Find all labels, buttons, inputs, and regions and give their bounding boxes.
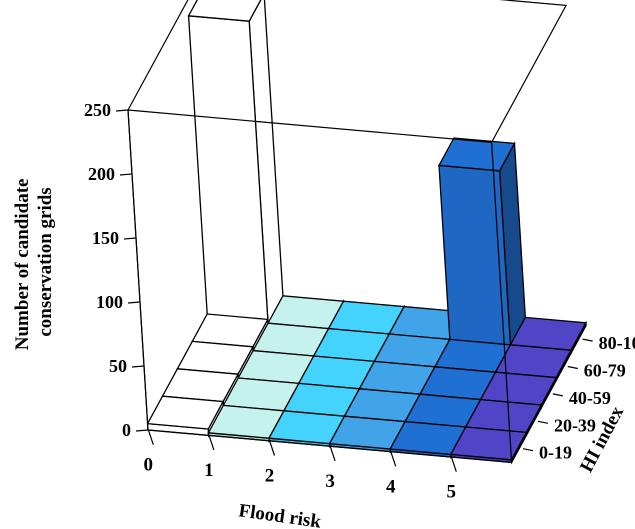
y-tick-mark xyxy=(128,302,140,303)
z-tick-label: 40-59 xyxy=(569,388,611,408)
z-axis-label: HI index xyxy=(576,403,628,476)
y-tick-label: 250 xyxy=(84,100,111,120)
x-tick-label: 0 xyxy=(144,455,154,476)
z-tick-mark xyxy=(553,394,563,396)
y-tick-mark xyxy=(136,430,148,431)
bar-front-face xyxy=(439,165,511,347)
x-tick-label: 3 xyxy=(325,471,335,492)
x-tick-label: 5 xyxy=(447,482,457,503)
x-axis-label: Flood risk xyxy=(237,500,322,529)
z-tick-mark xyxy=(583,339,593,341)
x-tick-mark xyxy=(209,435,214,450)
y-tick-label: 0 xyxy=(122,420,131,440)
y-axis-label-line-1: Number of candidate xyxy=(12,179,33,351)
x-tick-label: 1 xyxy=(204,460,214,481)
y-tick-mark xyxy=(132,366,144,367)
z-tick-label: 20-39 xyxy=(554,415,596,435)
x-tick-mark xyxy=(330,446,335,461)
x-tick-label: 2 xyxy=(265,466,275,487)
y-tick-label: 100 xyxy=(96,292,123,312)
x-tick-label: 4 xyxy=(386,476,396,497)
y-tick-mark xyxy=(120,174,132,175)
z-tick-label: 80-100 xyxy=(599,333,635,353)
z-tick-mark xyxy=(568,367,578,369)
x-tick-mark xyxy=(391,451,396,466)
y-tick-mark xyxy=(124,238,136,239)
y-tick-label: 200 xyxy=(88,164,115,184)
x-tick-mark xyxy=(451,457,456,472)
bar-risk-4-hi-80-100 xyxy=(439,138,526,347)
y-tick-mark xyxy=(116,110,128,111)
y-tick-label: 150 xyxy=(92,228,119,248)
y-tick-label: 50 xyxy=(109,356,127,376)
z-tick-label: 60-79 xyxy=(584,361,626,381)
z-tick-mark xyxy=(523,449,533,451)
z-tick-mark xyxy=(538,421,548,423)
y-axis-line xyxy=(128,110,148,430)
x-tick-mark xyxy=(148,430,153,445)
y-axis-label-line-2: conservation grids xyxy=(35,187,56,336)
z-tick-label: 0-19 xyxy=(539,443,572,463)
x-tick-mark xyxy=(270,441,275,456)
bar-risk-0-hi-80-100 xyxy=(189,0,284,326)
box-front-top-edge xyxy=(128,110,492,142)
y-axis-label: Number of candidate conservation grids xyxy=(12,174,56,350)
